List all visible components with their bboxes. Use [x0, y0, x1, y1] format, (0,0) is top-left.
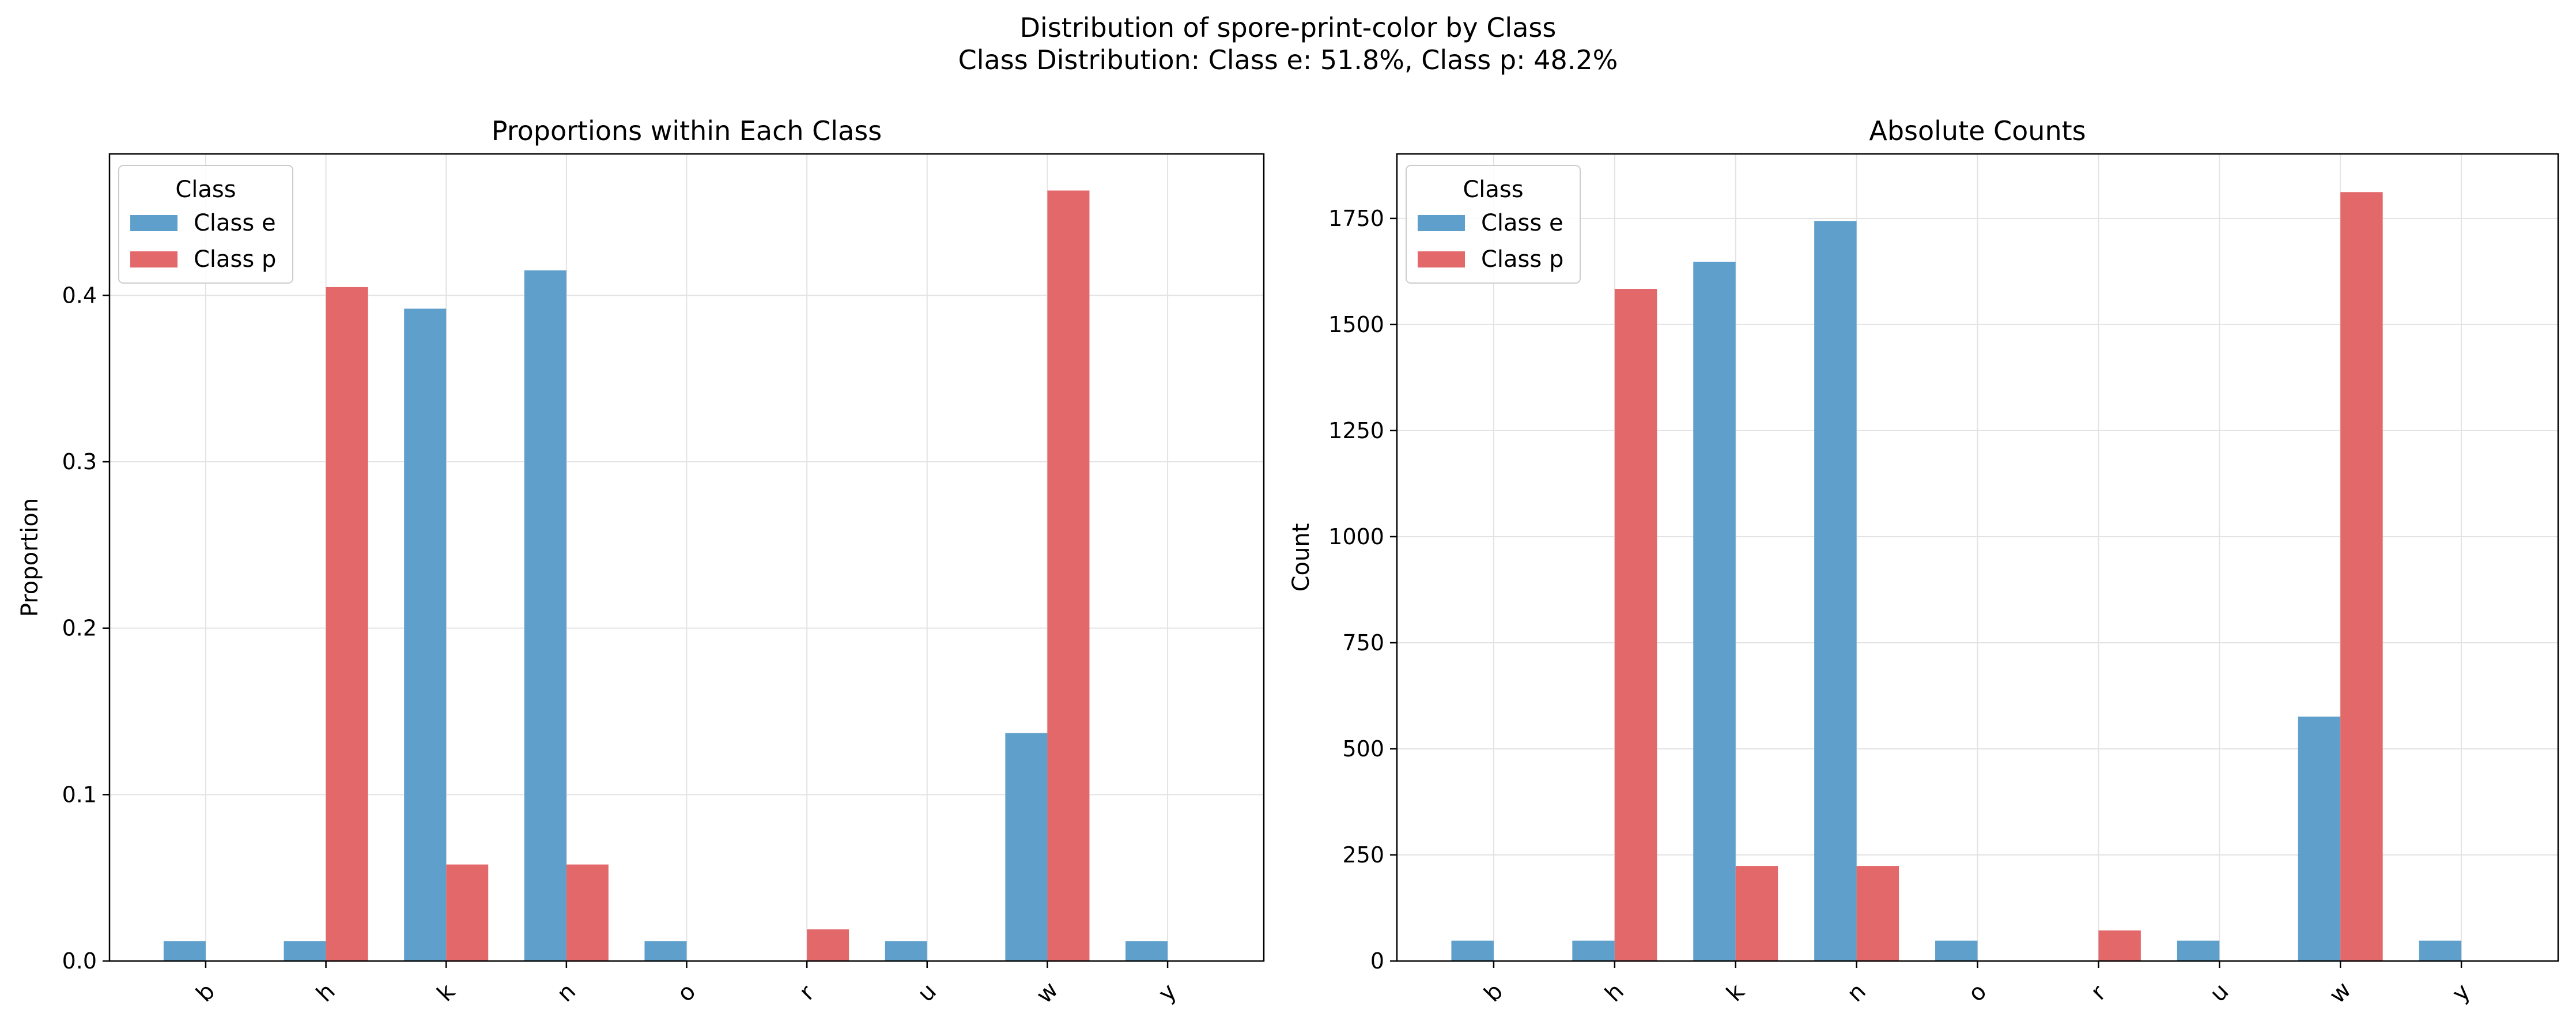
y-tick-label: 1000 — [1328, 524, 1384, 549]
bar-class-p-n — [566, 864, 609, 961]
x-tick-label: k — [1721, 978, 1750, 1007]
x-tick-label: n — [552, 978, 581, 1007]
bar-class-p-r — [2098, 930, 2141, 961]
chart-panel-2: 0 250 500 750 1000 1250 1500 1750 b h k n o r u w y Absol… — [1288, 115, 2559, 1009]
legend-entry: Class p — [1481, 246, 1563, 273]
y-tick-label: 0.3 — [62, 449, 97, 474]
x-tick-label: u — [2205, 978, 2234, 1007]
y-tick-label: 1750 — [1328, 206, 1384, 231]
y-tick-label: 0 — [1370, 948, 1384, 974]
y-tick-label: 1250 — [1328, 418, 1384, 443]
bar-class-p-k — [446, 864, 489, 961]
y-tick-label: 500 — [1342, 736, 1384, 762]
bar-class-p-w — [1047, 190, 1090, 962]
bar-class-p-n — [1856, 866, 1899, 961]
bar-class-e-o — [1935, 940, 1978, 961]
x-tick-label: h — [311, 978, 340, 1007]
bar-class-e-o — [644, 941, 687, 961]
x-tick-label: b — [191, 978, 220, 1007]
bar-class-p-h — [1614, 289, 1657, 962]
bar-class-e-h — [1572, 940, 1615, 961]
x-tick-label: w — [1032, 977, 1064, 1009]
x-tick-label: o — [1963, 978, 1992, 1007]
y-tick-label: 1500 — [1328, 312, 1384, 337]
legend-title: Class — [1463, 176, 1523, 203]
chart-title: Absolute Counts — [1869, 115, 2086, 146]
x-tick-label: n — [1842, 978, 1871, 1007]
bar-class-e-u — [2177, 940, 2220, 961]
legend-entry: Class e — [194, 210, 276, 236]
x-tick-label: b — [1479, 978, 1508, 1007]
x-tick-label: o — [673, 978, 701, 1007]
x-tick-label: k — [432, 978, 460, 1007]
x-tick-label: y — [1153, 978, 1181, 1007]
bar-class-e-k — [404, 308, 447, 961]
legend-swatch — [130, 215, 177, 231]
bar-class-e-h — [284, 941, 326, 961]
bar-class-p-h — [326, 287, 368, 961]
legend-entry: Class p — [194, 246, 276, 273]
y-tick-label: 0.0 — [62, 948, 97, 974]
bar-class-p-k — [1735, 866, 1778, 961]
bar-class-e-y — [1125, 941, 1168, 961]
bar-class-e-w — [2298, 717, 2341, 961]
bar-class-e-n — [1814, 221, 1857, 962]
y-tick-label: 0.1 — [62, 782, 97, 807]
x-tick-label: h — [1600, 978, 1629, 1007]
x-tick-label: r — [2086, 980, 2112, 1006]
bar-class-e-k — [1693, 261, 1736, 962]
bar-class-e-w — [1005, 733, 1048, 961]
y-tick-label: 250 — [1342, 842, 1384, 868]
bar-class-e-n — [524, 270, 566, 961]
bar-class-e-b — [1451, 940, 1494, 961]
bar-class-p-r — [807, 929, 849, 961]
legend-swatch — [1418, 251, 1465, 267]
x-tick-label: r — [794, 980, 820, 1006]
legend-swatch — [130, 251, 177, 267]
figure-title-line2: Class Distribution: Class e: 51.8%, Clas… — [958, 44, 1618, 76]
y-axis-label: Count — [1288, 523, 1315, 592]
bar-class-e-y — [2419, 940, 2462, 961]
y-axis-label: Proportion — [17, 498, 43, 617]
bar-class-e-b — [163, 941, 206, 961]
bar-class-p-w — [2340, 192, 2383, 961]
legend-swatch — [1418, 215, 1465, 231]
y-tick-label: 750 — [1342, 630, 1384, 655]
bar-class-e-u — [885, 941, 927, 961]
chart-panel-1: 0.0 0.1 0.2 0.3 0.4 b h k n o r u w y Proportions with… — [17, 115, 1265, 1009]
figure-title-line1: Distribution of spore-print-color by Cla… — [1019, 12, 1557, 43]
x-tick-label: y — [2447, 978, 2475, 1007]
y-tick-label: 0.2 — [62, 616, 97, 641]
y-tick-label: 0.4 — [62, 282, 97, 308]
chart-title: Proportions within Each Class — [492, 115, 882, 146]
x-tick-label: w — [2324, 977, 2356, 1009]
legend-entry: Class e — [1481, 210, 1563, 236]
legend-title: Class — [175, 176, 236, 203]
x-tick-label: u — [913, 978, 942, 1007]
